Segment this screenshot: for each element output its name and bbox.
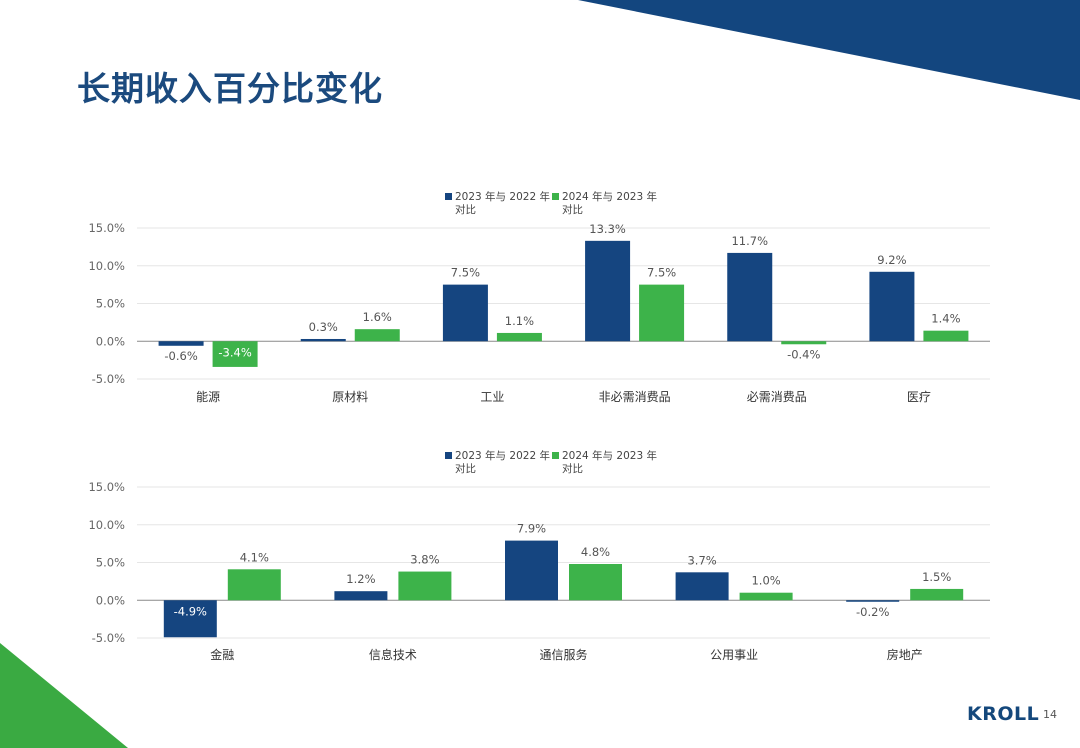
bar <box>739 592 793 601</box>
bar-chart-sectors-2: 15.0%10.0%5.0%0.0%-5.0%2023 年与 2022 年对比2… <box>88 449 990 662</box>
category-label: 金融 <box>210 647 234 662</box>
bar <box>869 271 915 342</box>
bar <box>398 571 452 601</box>
corner-decoration-top <box>578 0 1080 100</box>
data-label: 7.5% <box>647 266 676 280</box>
y-tick-label: 15.0% <box>88 480 125 494</box>
data-label: 3.8% <box>410 553 439 567</box>
bar <box>227 569 281 601</box>
legend-swatch <box>445 193 452 200</box>
y-tick-label: 10.0% <box>88 518 125 532</box>
category-label: 工业 <box>480 390 504 404</box>
category-label: 非必需消费品 <box>599 390 671 404</box>
y-tick-label: -5.0% <box>92 631 125 645</box>
legend-label: 2024 年与 2023 年 <box>562 190 657 203</box>
data-label: 3.7% <box>687 553 716 567</box>
category-label: 原材料 <box>332 390 368 404</box>
category-label: 通信服务 <box>539 647 587 662</box>
bar <box>496 332 542 342</box>
bar <box>910 588 964 601</box>
data-label: -4.9% <box>174 604 207 618</box>
bar <box>163 600 217 638</box>
legend-label-line2: 对比 <box>455 462 476 475</box>
category-label: 房地产 <box>887 647 923 662</box>
bar <box>505 540 558 601</box>
y-tick-label: 5.0% <box>96 297 125 311</box>
data-label: 7.9% <box>517 522 546 536</box>
y-tick-label: 0.0% <box>96 593 125 607</box>
bar <box>569 564 622 601</box>
data-label: -3.4% <box>218 345 251 359</box>
data-label: 1.0% <box>751 574 780 588</box>
page-title: 长期收入百分比变化 <box>77 69 383 108</box>
data-label: 13.3% <box>589 222 626 236</box>
data-label: 1.5% <box>922 570 951 584</box>
legend-label-line2: 对比 <box>455 203 476 216</box>
y-tick-label: 0.0% <box>96 334 125 348</box>
data-label: 0.3% <box>309 320 338 334</box>
data-label: 4.1% <box>240 550 269 564</box>
data-label: 9.2% <box>877 253 906 267</box>
bar <box>639 284 685 342</box>
legend-label-line2: 对比 <box>562 462 583 475</box>
bar <box>334 591 388 601</box>
data-label: -0.2% <box>856 605 889 619</box>
data-label: 7.5% <box>451 266 480 280</box>
legend-swatch <box>552 193 559 200</box>
legend-swatch <box>552 452 559 459</box>
category-label: 能源 <box>196 390 220 404</box>
y-tick-label: -5.0% <box>92 372 125 386</box>
y-tick-label: 10.0% <box>88 259 125 273</box>
category-label: 医疗 <box>907 390 931 404</box>
data-label: 11.7% <box>731 234 768 248</box>
bar-chart-sectors-1: 15.0%10.0%5.0%0.0%-5.0%2023 年与 2022 年对比2… <box>88 190 990 404</box>
bar <box>212 341 258 367</box>
category-label: 信息技术 <box>369 647 417 662</box>
data-label: 1.1% <box>505 314 534 328</box>
bar <box>354 329 400 342</box>
bar <box>300 338 346 342</box>
bar <box>781 341 827 345</box>
data-label: 4.8% <box>581 545 610 559</box>
category-label: 必需消费品 <box>747 390 807 404</box>
bar <box>675 572 729 601</box>
bar <box>585 240 631 342</box>
legend-swatch <box>445 452 452 459</box>
data-label: -0.6% <box>164 349 197 363</box>
data-label: 1.2% <box>346 572 375 586</box>
bar <box>727 252 773 342</box>
legend-label: 2023 年与 2022 年 <box>455 190 550 203</box>
legend-label: 2023 年与 2022 年 <box>455 449 550 462</box>
bar <box>846 600 900 602</box>
y-tick-label: 5.0% <box>96 556 125 570</box>
data-label: 1.4% <box>931 312 960 326</box>
page-number: 14 <box>1043 708 1057 721</box>
legend-label: 2024 年与 2023 年 <box>562 449 657 462</box>
legend-label-line2: 对比 <box>562 203 583 216</box>
data-label: -0.4% <box>787 347 820 361</box>
category-label: 公用事业 <box>710 648 758 662</box>
bar <box>923 330 969 342</box>
bar <box>442 284 488 342</box>
data-label: 1.6% <box>363 310 392 324</box>
bar <box>158 341 204 346</box>
y-tick-label: 15.0% <box>88 221 125 235</box>
kroll-logo: KROLL <box>967 703 1040 725</box>
